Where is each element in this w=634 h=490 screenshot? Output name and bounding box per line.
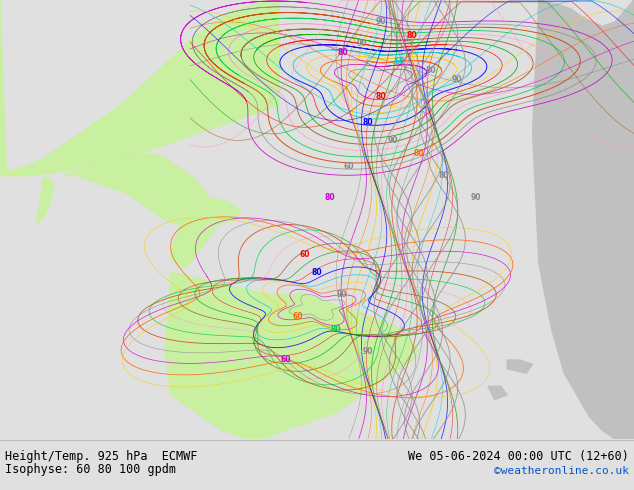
Text: 80: 80: [331, 325, 341, 334]
Text: 90: 90: [375, 18, 385, 26]
Text: 80: 80: [407, 30, 417, 40]
Text: 80: 80: [312, 268, 322, 277]
Text: 60: 60: [280, 355, 290, 365]
Text: 60: 60: [293, 312, 303, 320]
Polygon shape: [184, 197, 241, 224]
Text: Height/Temp. 925 hPa  ECMWF: Height/Temp. 925 hPa ECMWF: [5, 450, 197, 463]
Polygon shape: [63, 154, 209, 224]
Polygon shape: [488, 386, 507, 399]
Text: 80: 80: [413, 149, 424, 158]
Text: 90: 90: [363, 347, 373, 356]
Polygon shape: [165, 272, 418, 439]
Polygon shape: [507, 360, 533, 373]
Text: 90: 90: [337, 290, 347, 298]
Text: 60: 60: [344, 162, 354, 171]
Polygon shape: [37, 178, 54, 224]
Text: 90: 90: [470, 193, 481, 202]
Text: 90: 90: [451, 74, 462, 83]
Text: 80: 80: [439, 171, 449, 180]
Text: 60: 60: [394, 57, 404, 66]
Polygon shape: [0, 0, 279, 175]
Text: 90: 90: [356, 39, 366, 49]
Text: 90: 90: [388, 136, 398, 145]
Polygon shape: [533, 0, 634, 439]
Polygon shape: [171, 211, 222, 268]
Text: 80: 80: [337, 48, 347, 57]
Text: ©weatheronline.co.uk: ©weatheronline.co.uk: [494, 466, 629, 476]
Text: 80: 80: [375, 92, 385, 101]
Text: We 05-06-2024 00:00 UTC (12+60): We 05-06-2024 00:00 UTC (12+60): [408, 450, 629, 463]
Text: 60: 60: [299, 250, 309, 259]
Text: 80: 80: [426, 66, 436, 75]
Text: 80: 80: [325, 193, 335, 202]
Text: Isophyse: 60 80 100 gpdm: Isophyse: 60 80 100 gpdm: [5, 463, 176, 476]
Text: 80: 80: [363, 119, 373, 127]
